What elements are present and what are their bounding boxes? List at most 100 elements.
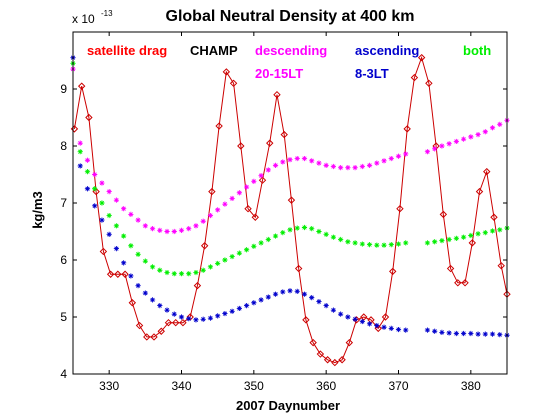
satellite-drag-point: [273, 90, 281, 99]
y-tick-label: 4: [60, 367, 67, 381]
satellite-drag-point: [266, 139, 274, 147]
descending-point: [359, 163, 365, 170]
descending-point: [113, 197, 119, 203]
ascending-point: [251, 300, 257, 306]
y-exponent-base: x 10: [72, 12, 95, 26]
satellite-drag-point: [410, 73, 419, 82]
satellite-drag-point: [179, 318, 187, 327]
satellite-drag-point: [92, 187, 100, 196]
ascending-point: [461, 330, 467, 337]
satellite-drag-point: [475, 187, 484, 196]
ascending-point: [446, 330, 452, 336]
ascending-point: [84, 186, 91, 192]
satellite-drag-point: [70, 125, 79, 133]
ascending-point: [164, 307, 170, 313]
descending-point: [489, 125, 496, 131]
both-point: [403, 240, 409, 246]
both-point: [236, 250, 242, 256]
chart-title: Global Neutral Density at 400 km: [166, 8, 415, 25]
descending-point: [106, 189, 112, 195]
satellite-drag-point: [323, 356, 332, 364]
both-point: [200, 267, 206, 273]
satellite-drag-point: [425, 79, 433, 88]
ascending-point: [149, 297, 156, 303]
legend-ascending-local-time: 8-3LT: [355, 66, 389, 81]
both-point: [265, 236, 271, 243]
descending-point: [395, 153, 402, 159]
both-point: [453, 235, 459, 241]
descending-point: [294, 155, 300, 162]
legend-descending-local-time: 20-15LT: [255, 66, 303, 81]
ascending-point: [128, 273, 134, 279]
both-point: [432, 239, 438, 245]
x-tick-label: 330: [99, 379, 119, 393]
satellite-drag-point: [193, 281, 202, 290]
descending-point: [316, 160, 322, 166]
ascending-point: [236, 305, 242, 312]
both-point: [258, 240, 264, 246]
descending-point: [186, 226, 192, 232]
legend-champ: CHAMP: [190, 43, 238, 58]
descending-point: [287, 157, 293, 163]
both-point: [482, 230, 488, 236]
both-point: [193, 269, 199, 276]
ascending-point: [432, 328, 438, 334]
both-point: [388, 242, 394, 248]
descending-point: [92, 171, 98, 178]
satellite-drag-point: [229, 79, 238, 88]
both-point: [301, 224, 308, 231]
descending-point: [439, 143, 445, 149]
satellite-drag-point: [316, 350, 325, 358]
satellite-drag-point: [490, 213, 498, 221]
series-ascending: [70, 55, 510, 338]
descending-point: [338, 165, 344, 171]
both-point: [207, 264, 214, 270]
descending-point: [171, 228, 177, 235]
x-tick-label: 380: [461, 379, 481, 393]
satellite-drag-point: [396, 204, 404, 213]
both-point: [287, 227, 293, 233]
satellite-drag-point: [439, 210, 448, 219]
descending-point: [374, 160, 380, 166]
both-point: [178, 271, 185, 277]
descending-point: [121, 206, 127, 212]
both-point: [92, 186, 98, 192]
ascending-point: [186, 316, 192, 322]
ascending-point: [345, 314, 351, 320]
both-point: [149, 264, 156, 270]
satellite-drag-point: [215, 122, 223, 130]
satellite-drag-point: [143, 333, 151, 341]
satellite-drag-line: [73, 55, 508, 364]
ascending-point: [215, 313, 221, 319]
satellite-drag-point: [85, 113, 93, 122]
satellite-drag-point: [244, 204, 252, 213]
satellite-drag-point: [114, 270, 122, 278]
satellite-drag-point: [302, 316, 310, 324]
ascending-point: [366, 321, 373, 327]
descending-point: [236, 190, 242, 196]
satellite-drag-point: [417, 53, 426, 62]
descending-point: [178, 227, 185, 233]
ascending-point: [352, 316, 358, 322]
ascending-point: [323, 303, 329, 309]
descending-point: [142, 223, 148, 229]
ascending-point: [294, 288, 300, 294]
descending-point: [475, 132, 481, 138]
series-layer: [70, 53, 511, 367]
satellite-drag-point: [403, 125, 411, 133]
satellite-drag-point: [121, 270, 129, 278]
satellite-drag-point: [294, 264, 303, 273]
both-point: [468, 232, 474, 239]
descending-point: [135, 217, 141, 223]
satellite-drag-point: [251, 213, 259, 221]
descending-point: [229, 195, 235, 202]
ascending-point: [439, 329, 445, 335]
descending-point: [432, 146, 438, 152]
satellite-drag-point: [461, 279, 469, 287]
satellite-drag-point: [280, 130, 288, 139]
y-exponent-label: x 10 -13: [72, 9, 113, 26]
both-point: [381, 242, 387, 248]
y-exponent-power: -13: [101, 9, 113, 18]
ascending-point: [374, 322, 380, 329]
